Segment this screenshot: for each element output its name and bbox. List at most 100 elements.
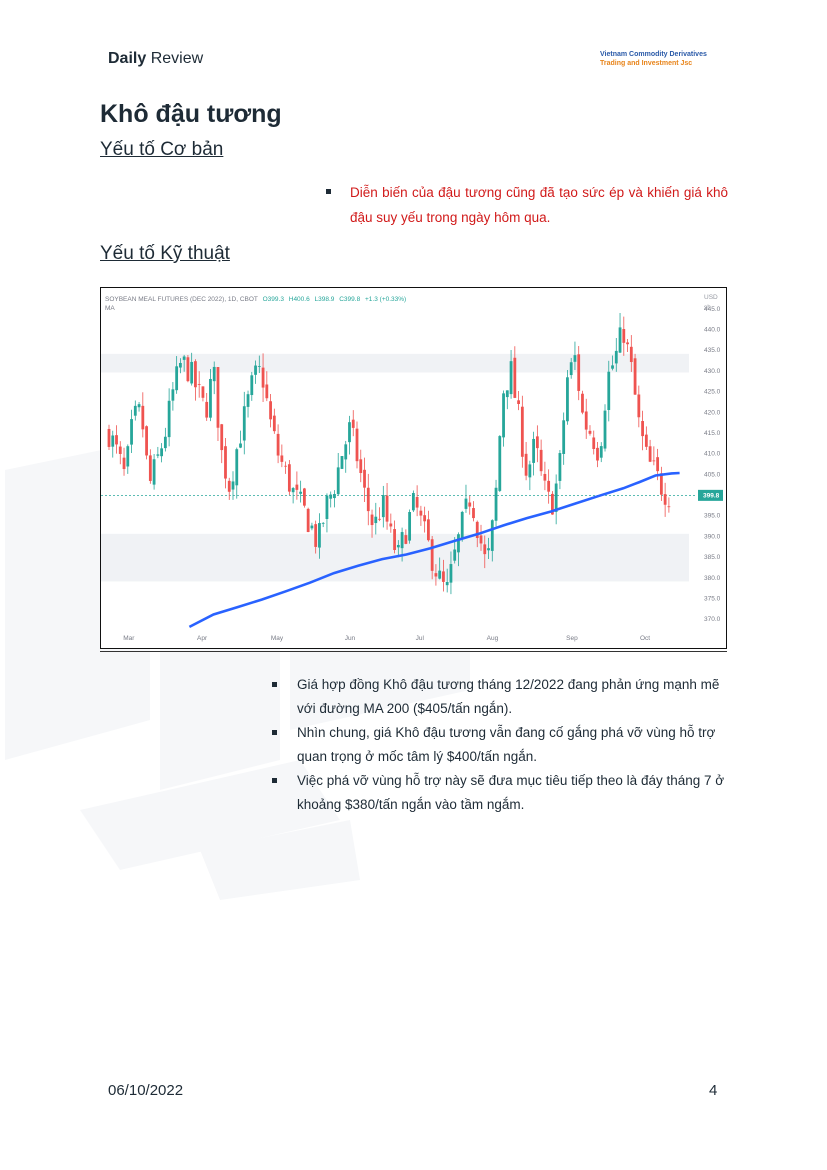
fundamental-heading: Yếu tố Cơ bản xyxy=(100,139,224,160)
candle-body xyxy=(321,522,325,524)
y-tick-label: 380.0 xyxy=(704,575,721,582)
candle-body xyxy=(603,410,607,449)
candle-body xyxy=(126,446,130,467)
technical-bullet-text: Việc phá vỡ vùng hỗ trợ này sẽ đưa mục t… xyxy=(297,773,725,812)
y-tick-label: 375.0 xyxy=(704,595,721,602)
candle-body xyxy=(483,544,487,555)
x-tick-label: Sep xyxy=(566,635,578,642)
candle-body xyxy=(457,534,460,553)
candle-body xyxy=(276,433,280,456)
ma-200-line xyxy=(188,471,680,629)
x-tick-label: Mar xyxy=(123,635,135,642)
candle-body xyxy=(156,454,160,456)
candle-body xyxy=(299,491,303,494)
candle-body xyxy=(224,446,227,479)
candle-body xyxy=(607,371,611,410)
fundamental-list: Diễn biến của đậu tương cũng đã tạo sức … xyxy=(326,180,728,230)
candle-body xyxy=(622,329,626,343)
unit-label: sh xyxy=(704,304,711,311)
technical-bullet: Việc phá vỡ vùng hỗ trợ này sẽ đưa mục t… xyxy=(272,769,728,817)
candle-body xyxy=(216,367,220,428)
candle-body xyxy=(648,446,652,462)
bullet-square-icon xyxy=(326,189,331,194)
candle-body xyxy=(314,524,318,547)
candle-body xyxy=(284,465,288,467)
candle-body xyxy=(370,514,374,526)
candle-body xyxy=(449,564,453,583)
fundamental-bullet: Diễn biến của đậu tương cũng đã tạo sức … xyxy=(326,180,728,230)
candle-body xyxy=(396,544,400,548)
candle-body xyxy=(618,327,622,353)
candle-body xyxy=(265,384,269,399)
chart-underline xyxy=(100,651,727,652)
chart-legend: SOYBEAN MEAL FUTURES (DEC 2022), 1D, CBO… xyxy=(105,296,406,303)
bullet-square-icon xyxy=(272,778,277,783)
technical-bullet: Giá hợp đồng Khô đậu tương tháng 12/2022… xyxy=(272,673,728,721)
y-tick-label: 445.0 xyxy=(704,306,721,313)
candle-body xyxy=(524,453,528,476)
candle-body xyxy=(318,523,321,548)
candle-body xyxy=(475,521,479,538)
candle-body xyxy=(667,506,671,508)
candle-body xyxy=(246,394,250,407)
candle-body xyxy=(393,529,396,551)
candle-body xyxy=(340,456,344,469)
candle-body xyxy=(190,361,194,384)
candle-body xyxy=(205,401,209,418)
candle-body xyxy=(581,393,584,413)
candle-body xyxy=(141,405,145,430)
chart-canvas: 445.0 440.0 435.0 430.0 425.0 420.0 415.0 410.0… xyxy=(101,294,723,642)
candle-body xyxy=(411,493,415,511)
x-tick-label: May xyxy=(271,635,284,642)
y-tick-label: 370.0 xyxy=(704,616,721,623)
candle-body xyxy=(566,377,569,422)
candle-body xyxy=(626,342,629,345)
x-tick-label: Jun xyxy=(345,635,356,642)
candle-body xyxy=(577,354,581,391)
brand-bold: Daily xyxy=(108,50,147,67)
candle-body xyxy=(261,367,265,388)
candle-body xyxy=(182,356,186,360)
x-tick-label: Apr xyxy=(197,635,208,642)
candle-body xyxy=(438,570,442,579)
y-tick-label: 395.0 xyxy=(704,513,721,520)
candle-body xyxy=(614,350,618,364)
candle-body xyxy=(490,520,494,551)
candle-body xyxy=(366,487,370,512)
candle-body xyxy=(547,480,551,492)
candle-body xyxy=(498,436,502,491)
technical-bullet-text: Nhìn chung, giá Khô đậu tương vẫn đang c… xyxy=(297,725,716,764)
candle-body xyxy=(468,502,472,507)
candle-body xyxy=(257,366,261,367)
candle-body xyxy=(535,436,539,449)
candle-body xyxy=(220,424,224,451)
candle-body xyxy=(551,493,554,515)
candle-body xyxy=(543,473,547,481)
candle-body xyxy=(494,487,498,521)
candle-body xyxy=(148,455,152,481)
x-tick-label: Aug xyxy=(487,635,499,642)
candle-body xyxy=(509,361,513,395)
candle-body xyxy=(430,539,434,571)
technical-bullet-text: Giá hợp đồng Khô đậu tương tháng 12/2022… xyxy=(297,677,720,716)
y-tick-label: 410.0 xyxy=(704,451,721,458)
candle-body xyxy=(378,518,381,520)
candle-body xyxy=(310,525,314,529)
candle-body xyxy=(596,447,599,461)
company-line-1: Vietnam Commodity Derivatives xyxy=(600,51,707,58)
candle-body xyxy=(163,436,167,449)
candle-body xyxy=(404,535,408,544)
candle-body xyxy=(133,405,137,416)
candle-body xyxy=(652,460,656,462)
candle-body xyxy=(201,386,205,398)
y-tick-label: 440.0 xyxy=(704,327,721,334)
candle-body xyxy=(528,464,532,478)
candle-body xyxy=(107,428,111,447)
candle-body xyxy=(659,473,663,495)
candle-body xyxy=(558,453,562,481)
candle-body xyxy=(287,464,291,492)
candle-body xyxy=(137,404,141,408)
candle-body xyxy=(186,357,190,382)
page-number: 4 xyxy=(709,1082,718,1099)
candle-body xyxy=(453,549,457,561)
